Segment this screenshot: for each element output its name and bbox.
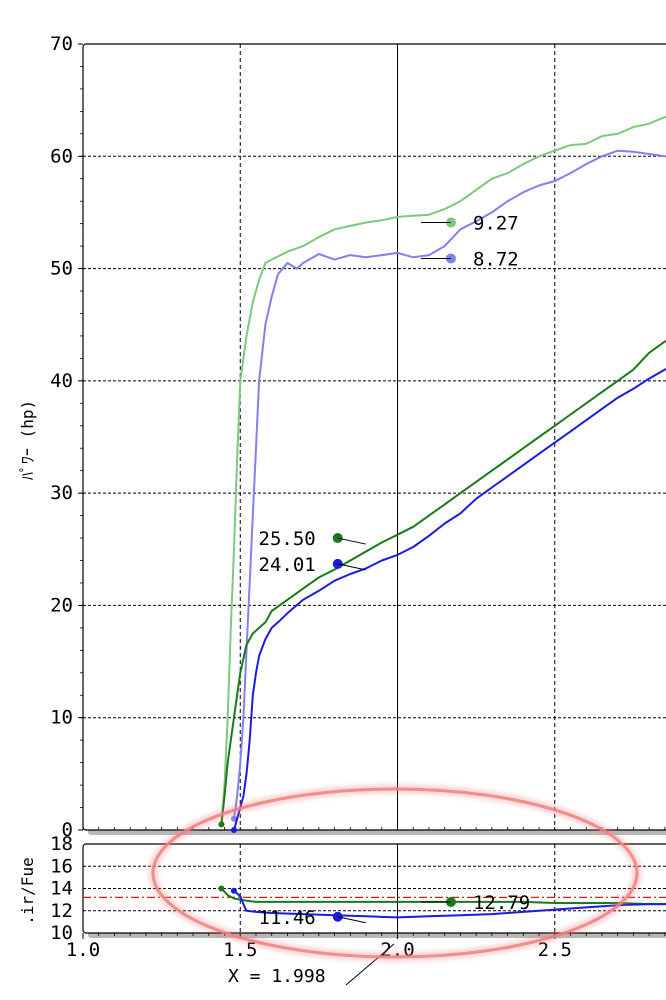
main-series-line-1: [220, 116, 666, 825]
cursor-readout: X = 1.998: [228, 966, 326, 987]
main-series-start-point: [230, 815, 237, 822]
sub-value-label: 12.79: [473, 892, 530, 914]
main-gridlines: [78, 43, 666, 831]
sub-y-tick-label: 18: [50, 833, 73, 855]
main-value-label: 24.01: [259, 554, 316, 576]
main-series-lines: [218, 116, 666, 833]
main-series-line-3: [220, 340, 666, 825]
main-y-tick-label: 40: [50, 370, 73, 392]
sub-series-start-point: [230, 887, 237, 894]
main-series-start-point: [230, 827, 237, 833]
main-y-tick-label: 50: [50, 258, 73, 280]
sub-value-label: 11.46: [259, 907, 316, 929]
main-value-label: 25.50: [259, 528, 316, 550]
highlight-ellipse: [151, 787, 639, 959]
main-series-start-point: [218, 821, 225, 828]
main-y-tick-label: 60: [50, 145, 73, 167]
main-value-label: 8.72: [473, 248, 519, 270]
main-marker-leader: [337, 537, 366, 545]
sub-y-tick-label: 16: [50, 855, 73, 877]
main-y-tick-label: 0: [62, 819, 73, 841]
main-y-tick-label: 70: [50, 33, 73, 55]
sub-y-tick-label: 10: [50, 922, 73, 944]
main-value-label: 9.27: [473, 213, 519, 235]
sub-y-tick-label: 14: [50, 878, 73, 900]
main-y-tick-label: 20: [50, 594, 73, 616]
sub-y-axis-title: .ir/Fue: [18, 857, 37, 924]
sub-series-start-point: [218, 885, 225, 892]
cursor-readout-leader: [345, 943, 395, 986]
main-y-axis-title: ﾊﾟﾜｰ (hp): [18, 400, 37, 480]
x-tick-label: 1.0: [66, 939, 100, 961]
main-plot-area: [82, 43, 666, 831]
main-series-line-4: [233, 368, 666, 831]
main-series-line-2: [233, 149, 666, 819]
sub-y-tick-label: 12: [50, 900, 73, 922]
sub-marker-leader: [337, 916, 366, 924]
main-y-tick-label: 10: [50, 707, 73, 729]
value-markers: 9.27 8.72 25.50 24.01 12.79 11.46: [259, 213, 531, 929]
x-tick-label: 2.5: [538, 939, 572, 961]
main-marker-leader: [337, 563, 366, 571]
main-y-tick-label: 30: [50, 482, 73, 504]
